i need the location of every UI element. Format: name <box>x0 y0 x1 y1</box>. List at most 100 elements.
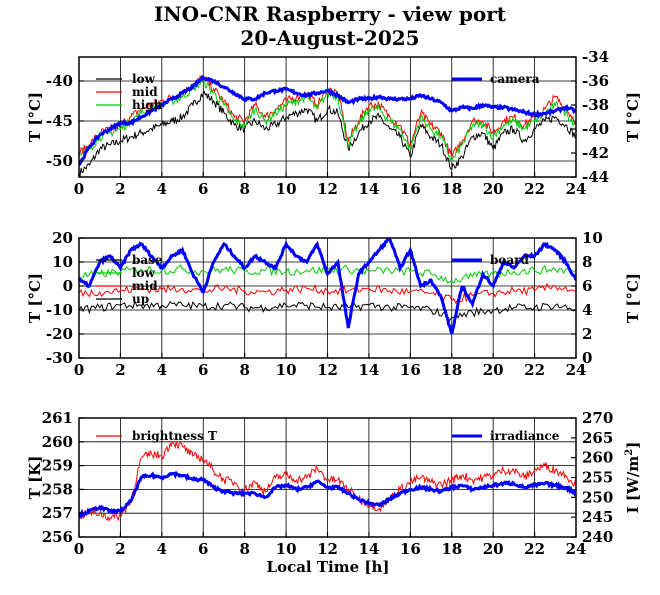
y2-tick-label: 0 <box>582 349 592 367</box>
chart-title: INO-CNR Raspberry - view port <box>154 2 507 26</box>
x-tick-label: 6 <box>198 361 208 379</box>
y2-tick-label: 2 <box>582 325 592 343</box>
legend-label: low <box>132 266 156 280</box>
y2-axis-label: I [W/m2] <box>624 442 642 514</box>
series-line-irradiance <box>79 470 576 520</box>
x-tick-label: 14 <box>358 361 379 379</box>
y-axis-label: T [°C] <box>26 273 44 323</box>
y2-tick-label: -36 <box>582 72 609 90</box>
x-axis-label: Local Time [h] <box>267 558 390 576</box>
y-tick-label: 257 <box>42 504 73 522</box>
panel-camera_temperatures: 0 2 4 6 8 10 12 14 16 18 20 22 24-50-45-40-44-42-40-… <box>26 48 642 198</box>
x-tick-label: 2 <box>115 180 125 198</box>
y2-tick-label: 265 <box>582 429 613 447</box>
legend-label: mid <box>132 85 158 99</box>
x-tick-label: 22 <box>524 540 545 558</box>
legend-label: up <box>132 292 149 306</box>
legend-label: base <box>132 253 163 267</box>
legend-label: board <box>490 253 529 267</box>
y2-tick-label: 270 <box>582 409 613 427</box>
legend-label: low <box>132 72 156 86</box>
x-tick-label: 6 <box>198 180 208 198</box>
y-tick-label: -40 <box>46 72 73 90</box>
x-tick-label: 20 <box>483 361 504 379</box>
x-tick-label: 2 <box>115 361 125 379</box>
series-line-mid <box>79 282 576 305</box>
x-tick-label: 12 <box>317 361 338 379</box>
x-tick-label: 18 <box>441 540 462 558</box>
y2-tick-label: 260 <box>582 449 613 467</box>
x-tick-label: 10 <box>276 361 297 379</box>
y2-axis-label-sup: 2 <box>624 449 635 456</box>
x-tick-label: 24 <box>566 540 587 558</box>
y2-axis-label-main: I [W/m <box>624 456 642 514</box>
x-tick-label: 0 <box>74 361 84 379</box>
y2-tick-label: -38 <box>582 96 609 114</box>
y2-tick-label: 240 <box>582 528 613 546</box>
legend-label: irradiance <box>490 429 560 443</box>
y-tick-label: 256 <box>42 528 73 546</box>
y2-axis-label: T [°C] <box>624 273 642 323</box>
x-tick-label: 22 <box>524 180 545 198</box>
x-tick-label: 16 <box>400 180 421 198</box>
legend-label: brightness T <box>132 429 217 443</box>
x-tick-label: 24 <box>566 361 587 379</box>
x-tick-label: 16 <box>400 540 421 558</box>
panel-board_temperatures: 0 2 4 6 8 10 12 14 16 18 20 22 24-30-20-100102002468… <box>26 229 642 379</box>
plots: 0 2 4 6 8 10 12 14 16 18 20 22 24-50-45-40-44-42-40-… <box>26 48 642 558</box>
x-tick-label: 0 <box>74 540 84 558</box>
y2-tick-label: -34 <box>582 48 609 66</box>
series-line-board <box>79 238 576 335</box>
x-tick-label: 16 <box>400 361 421 379</box>
legend-label: mid <box>132 279 158 293</box>
y2-axis-label: T [°C] <box>624 92 642 142</box>
y2-tick-label: 8 <box>582 253 592 271</box>
x-tick-label: 0 <box>74 180 84 198</box>
x-tick-label: 4 <box>157 180 167 198</box>
series-line-low <box>79 90 576 177</box>
y2-tick-label: 10 <box>582 229 603 247</box>
y-tick-label: -20 <box>46 325 73 343</box>
x-tick-label: 12 <box>317 180 338 198</box>
legend-label: high <box>132 98 163 112</box>
y-tick-label: 261 <box>42 409 73 427</box>
y2-tick-label: 250 <box>582 488 613 506</box>
x-tick-label: 4 <box>157 540 167 558</box>
y-tick-label: 258 <box>42 480 73 498</box>
x-tick-label: 8 <box>239 361 249 379</box>
series-line-camera <box>79 75 576 166</box>
y-tick-label: 10 <box>52 253 73 271</box>
y2-tick-label: 245 <box>582 508 613 526</box>
y-tick-label: 20 <box>52 229 73 247</box>
x-tick-label: 18 <box>441 361 462 379</box>
y2-tick-label: -42 <box>582 144 609 162</box>
x-tick-label: 2 <box>115 540 125 558</box>
x-tick-label: 18 <box>441 180 462 198</box>
y-tick-label: 0 <box>63 277 73 295</box>
y2-tick-label: 6 <box>582 277 592 295</box>
panel-sky_brightness: 0 2 4 6 8 10 12 14 16 18 20 22 242562572582592602612… <box>26 409 642 558</box>
y2-tick-label: -44 <box>582 168 609 186</box>
x-tick-label: 6 <box>198 540 208 558</box>
y-tick-label: -50 <box>46 152 73 170</box>
x-tick-label: 8 <box>239 180 249 198</box>
y-tick-label: 259 <box>42 457 73 475</box>
y2-tick-label: 255 <box>582 469 613 487</box>
y2-tick-label: 4 <box>582 301 592 319</box>
y-tick-label: -10 <box>46 301 73 319</box>
y-axis-label: T [K] <box>26 456 44 500</box>
y-axis-label: T [°C] <box>26 92 44 142</box>
x-tick-label: 14 <box>358 180 379 198</box>
x-tick-label: 10 <box>276 540 297 558</box>
y-tick-label: -45 <box>46 112 73 130</box>
y2-tick-label: -40 <box>582 120 609 138</box>
x-tick-label: 24 <box>566 180 587 198</box>
legend-label: camera <box>490 72 540 86</box>
y2-axis-label-end: ] <box>624 442 642 449</box>
x-tick-label: 14 <box>358 540 379 558</box>
x-tick-label: 22 <box>524 361 545 379</box>
x-tick-label: 20 <box>483 540 504 558</box>
x-tick-label: 12 <box>317 540 338 558</box>
y-tick-label: -30 <box>46 349 73 367</box>
